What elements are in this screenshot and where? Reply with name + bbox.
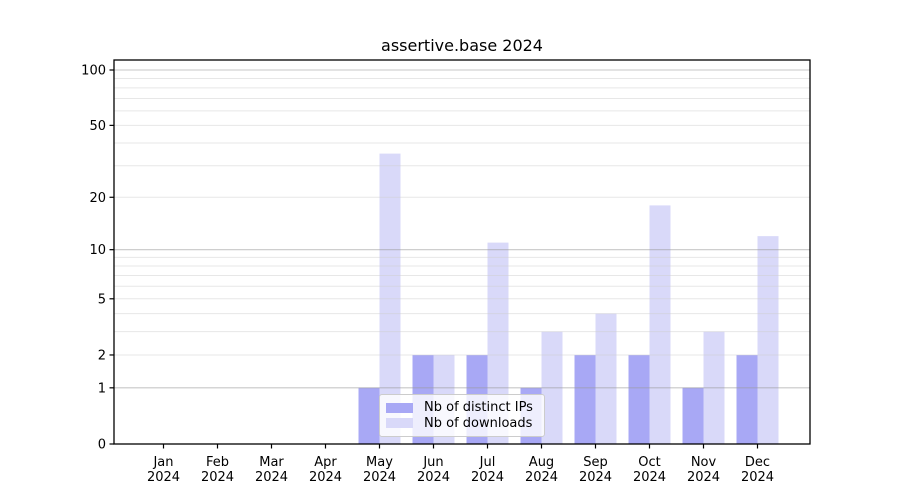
- x-tick-label-month-oct: Oct: [638, 455, 660, 470]
- x-tick-label-month-jun: Jun: [422, 455, 443, 470]
- y-tick-label-5: 5: [98, 292, 106, 307]
- bar-sep-downloads: [595, 313, 617, 444]
- x-tick-label-month-apr: Apr: [314, 455, 337, 470]
- legend-swatch-distinct-ips: [386, 402, 413, 413]
- x-tick-label-year-oct: 2024: [633, 470, 666, 485]
- x-tick-label-month-dec: Dec: [745, 455, 770, 470]
- x-tick-label-year-jul: 2024: [471, 470, 504, 485]
- x-tick-label-month-mar: Mar: [259, 455, 284, 470]
- x-tick-label-month-aug: Aug: [529, 455, 554, 470]
- x-tick-label-year-dec: 2024: [741, 470, 774, 485]
- chart-title: assertive.base 2024: [381, 36, 543, 55]
- bar-dec-distinct-ips: [736, 354, 758, 444]
- bar-oct-downloads: [649, 205, 671, 444]
- bar-oct-distinct-ips: [628, 354, 650, 444]
- y-tick-label-2: 2: [98, 348, 106, 363]
- x-tick-label-year-nov: 2024: [687, 470, 720, 485]
- x-tick-label-month-jan: Jan: [152, 455, 173, 470]
- x-tick-label-year-may: 2024: [363, 470, 396, 485]
- x-tick-label-year-jan: 2024: [147, 470, 180, 485]
- x-tick-label-month-sep: Sep: [583, 455, 608, 470]
- y-tick-label-50: 50: [89, 119, 106, 134]
- plot-frame: [113, 59, 811, 445]
- bar-nov-distinct-ips: [682, 387, 704, 444]
- legend-label-downloads: Nb of downloads: [424, 415, 533, 431]
- x-tick-label-year-feb: 2024: [201, 470, 234, 485]
- legend: Nb of distinct IPs Nb of downloads: [379, 394, 545, 437]
- x-tick-label-year-apr: 2024: [309, 470, 342, 485]
- y-tick-label-100: 100: [81, 64, 106, 79]
- x-tick-label-year-jun: 2024: [417, 470, 450, 485]
- legend-swatch-downloads: [386, 418, 413, 429]
- y-tick-label-10: 10: [89, 243, 106, 258]
- x-tick-label-year-aug: 2024: [525, 470, 558, 485]
- legend-label-distinct-ips: Nb of distinct IPs: [424, 400, 533, 416]
- x-tick-label-month-jul: Jul: [479, 455, 496, 470]
- legend-entry-distinct-ips: Nb of distinct IPs: [386, 401, 537, 414]
- y-tick-label-20: 20: [89, 191, 106, 206]
- x-tick-label-month-feb: Feb: [206, 455, 229, 470]
- bar-dec-downloads: [757, 236, 779, 444]
- legend-entry-downloads: Nb of downloads: [386, 417, 537, 430]
- x-tick-label-month-may: May: [366, 455, 393, 470]
- x-tick-label-month-nov: Nov: [691, 455, 717, 470]
- bar-sep-distinct-ips: [574, 354, 596, 444]
- bar-jul-downloads: [487, 242, 509, 444]
- bar-may-distinct-ips: [358, 387, 380, 444]
- y-tick-label-0: 0: [98, 438, 106, 453]
- y-tick-label-1: 1: [98, 381, 106, 396]
- x-tick-label-year-mar: 2024: [255, 470, 288, 485]
- x-tick-label-year-sep: 2024: [579, 470, 612, 485]
